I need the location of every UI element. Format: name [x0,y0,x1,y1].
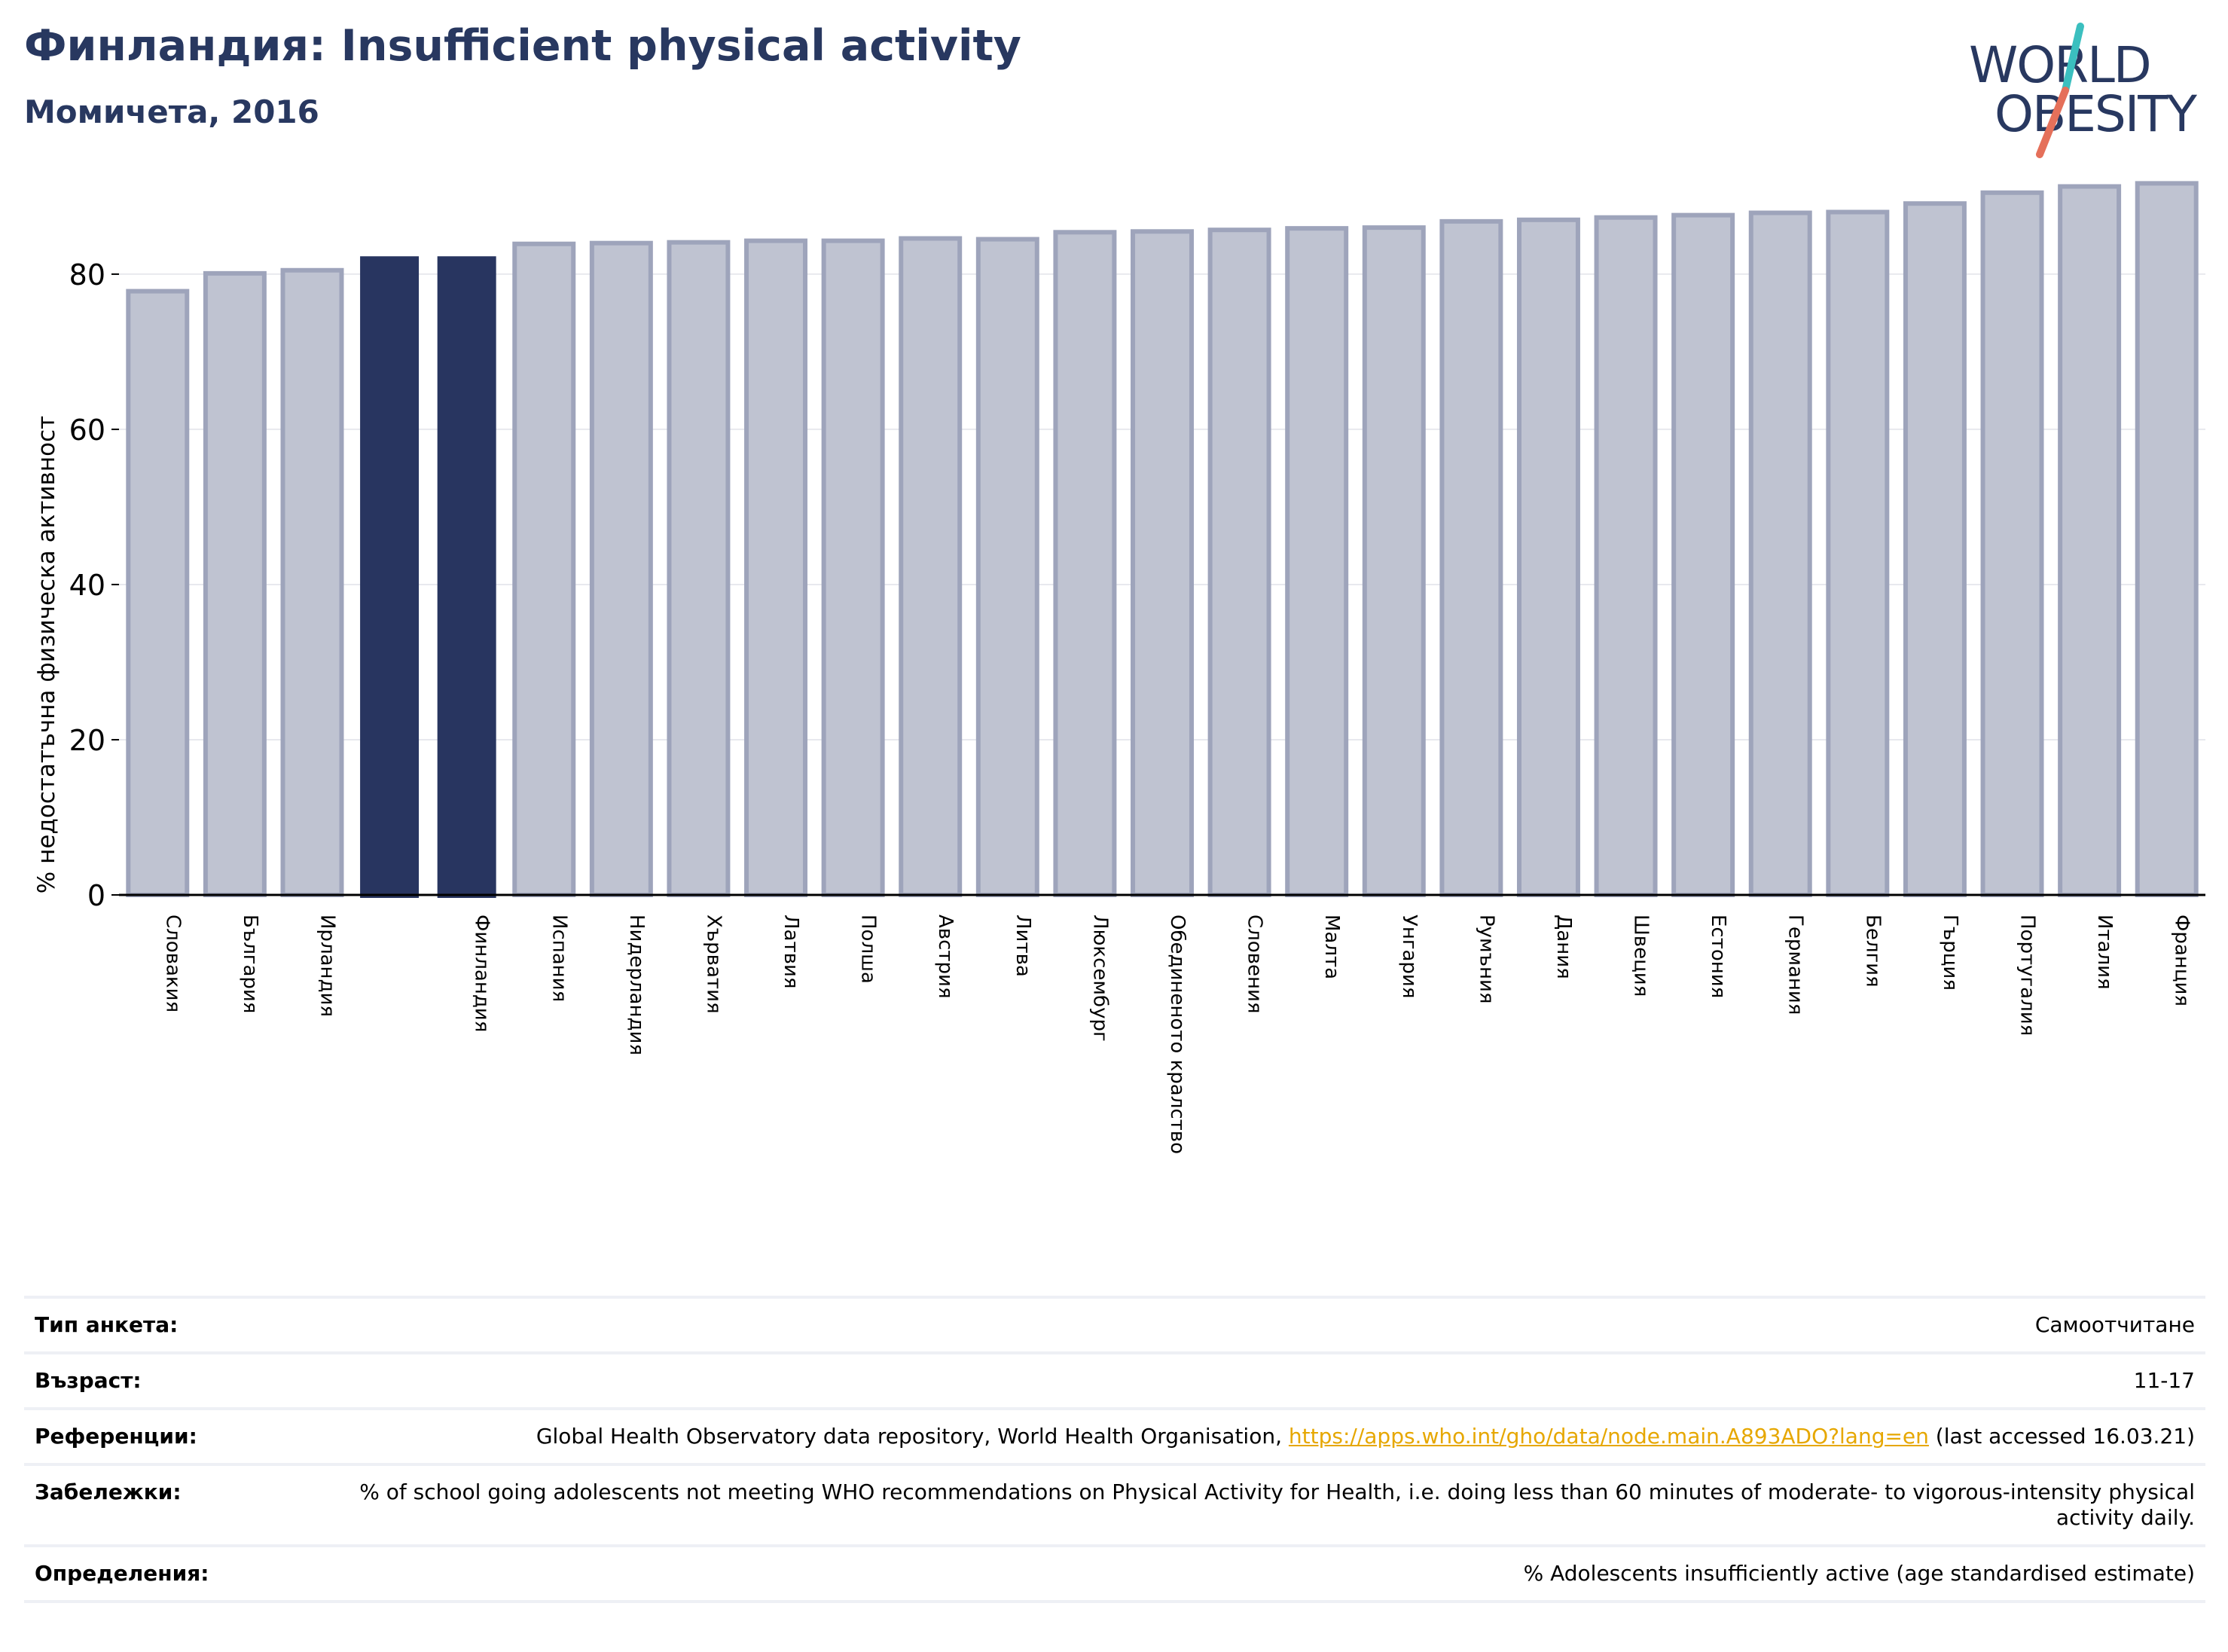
bar [126,289,190,897]
x-tick-label: Люксембург [1088,915,1111,1042]
x-tick-label: Обединеното кралство [1166,915,1189,1154]
y-tick-label: 0 [87,879,105,912]
bar [1516,217,1580,897]
info-value: 11-17 [2133,1368,2195,1393]
info-row-definitions: Определения: % Adolescents insufficientl… [24,1547,2205,1603]
info-row-notes: Забележки: % of school going adolescents… [24,1466,2205,1547]
bar [2058,184,2122,897]
bar [667,240,731,898]
bar [360,256,420,898]
bar [1362,225,1426,897]
x-tick-label: Австрия [934,915,957,999]
bar [1207,227,1271,897]
x-tick-label: Португалия [2016,915,2039,1036]
info-value: Global Health Observatory data repositor… [336,1424,2195,1449]
bar [1053,230,1117,898]
bar [1826,209,1890,898]
info-label: Определения: [35,1561,209,1586]
bar [2135,181,2199,897]
bar [1748,210,1812,898]
info-row-age: Възраст: 11-17 [24,1354,2205,1410]
bar [1439,218,1503,898]
x-tick-label: Дания [1552,915,1575,979]
info-label: Възраст: [35,1368,142,1393]
x-tick-label: Литва [1012,915,1034,977]
y-tick-label: 60 [69,414,105,447]
info-row-references: Референции: Global Health Observatory da… [24,1410,2205,1466]
info-label: Забележки: [35,1479,182,1504]
logo-slash-icon [2036,23,2084,158]
bar [1671,212,1735,898]
info-table: Тип анкета: Самоотчитане Възраст: 11-17 … [24,1296,2205,1603]
info-label: Тип анкета: [35,1312,179,1337]
x-tick-label: Нидерландия [625,915,648,1055]
reference-text: Global Health Observatory data repositor… [536,1424,1289,1449]
bar [203,270,267,898]
x-tick-label: Ирландия [316,915,338,1017]
x-tick-label: Малта [1320,915,1343,979]
bar [589,240,653,898]
x-tick-label: Белгия [1861,915,1884,988]
x-tick-label: Унгария [1398,915,1421,998]
logo-line-1: WORLD [1969,36,2152,94]
x-tick-label: Естония [1707,915,1729,998]
reference-accessed: (last accessed 16.03.21) [1928,1424,2195,1449]
x-tick-label: Гърция [1939,915,1961,991]
x-tick-label: Словения [1244,915,1266,1014]
y-tick-label: 20 [69,724,105,757]
bar [744,238,808,897]
x-tick-label: Румъния [1475,915,1497,1004]
world-obesity-logo: WORLD OBESITY [1958,23,2214,158]
logo-line-2: OBESITY [1995,85,2197,143]
bar [899,236,963,897]
info-value: Самоотчитане [2034,1312,2195,1337]
info-value: % of school going adolescents not meetin… [359,1479,2195,1530]
bar [1980,190,2044,898]
x-tick-label: Германия [1784,915,1807,1015]
x-tick-label: Франция [2171,915,2193,1006]
x-tick-label: Полша [857,915,880,984]
info-row-survey-type: Тип анкета: Самоотчитане [24,1296,2205,1354]
bar [1594,215,1658,898]
x-tick-label: България [239,915,261,1013]
y-tick-label: 80 [69,258,105,292]
y-axis-label: % недостатъчна физическа активност [33,416,60,893]
bar [975,237,1039,897]
bar [821,238,885,897]
x-tick-label: Латвия [780,915,802,989]
info-value: % Adolescents insufficiently active (age… [1523,1561,2195,1586]
bar [1131,229,1194,898]
info-label: Референции: [35,1424,197,1449]
bar [1903,201,1967,897]
x-tick-label: Италия [2093,915,2116,990]
bar [1285,226,1349,897]
chart-subtitle: Момичета, 2016 [24,93,319,130]
x-tick-label: Швеция [1630,915,1653,997]
bar [512,241,576,897]
x-tick-label: Словакия [161,915,184,1012]
reference-link[interactable]: https://apps.who.int/gho/data/node.main.… [1288,1424,1929,1449]
chart-title: Финландия: Insufficient physical activit… [24,21,1021,71]
bar [437,256,496,898]
x-tick-label: Финландия [471,915,493,1032]
x-tick-label: Хърватия [702,915,725,1014]
x-tick-label: Испания [548,915,570,1002]
bar-chart: 0 20 40 60 80 % недостатъчна физическа активн… [33,181,2205,1154]
bar [280,267,344,898]
y-tick-label: 40 [69,569,105,602]
